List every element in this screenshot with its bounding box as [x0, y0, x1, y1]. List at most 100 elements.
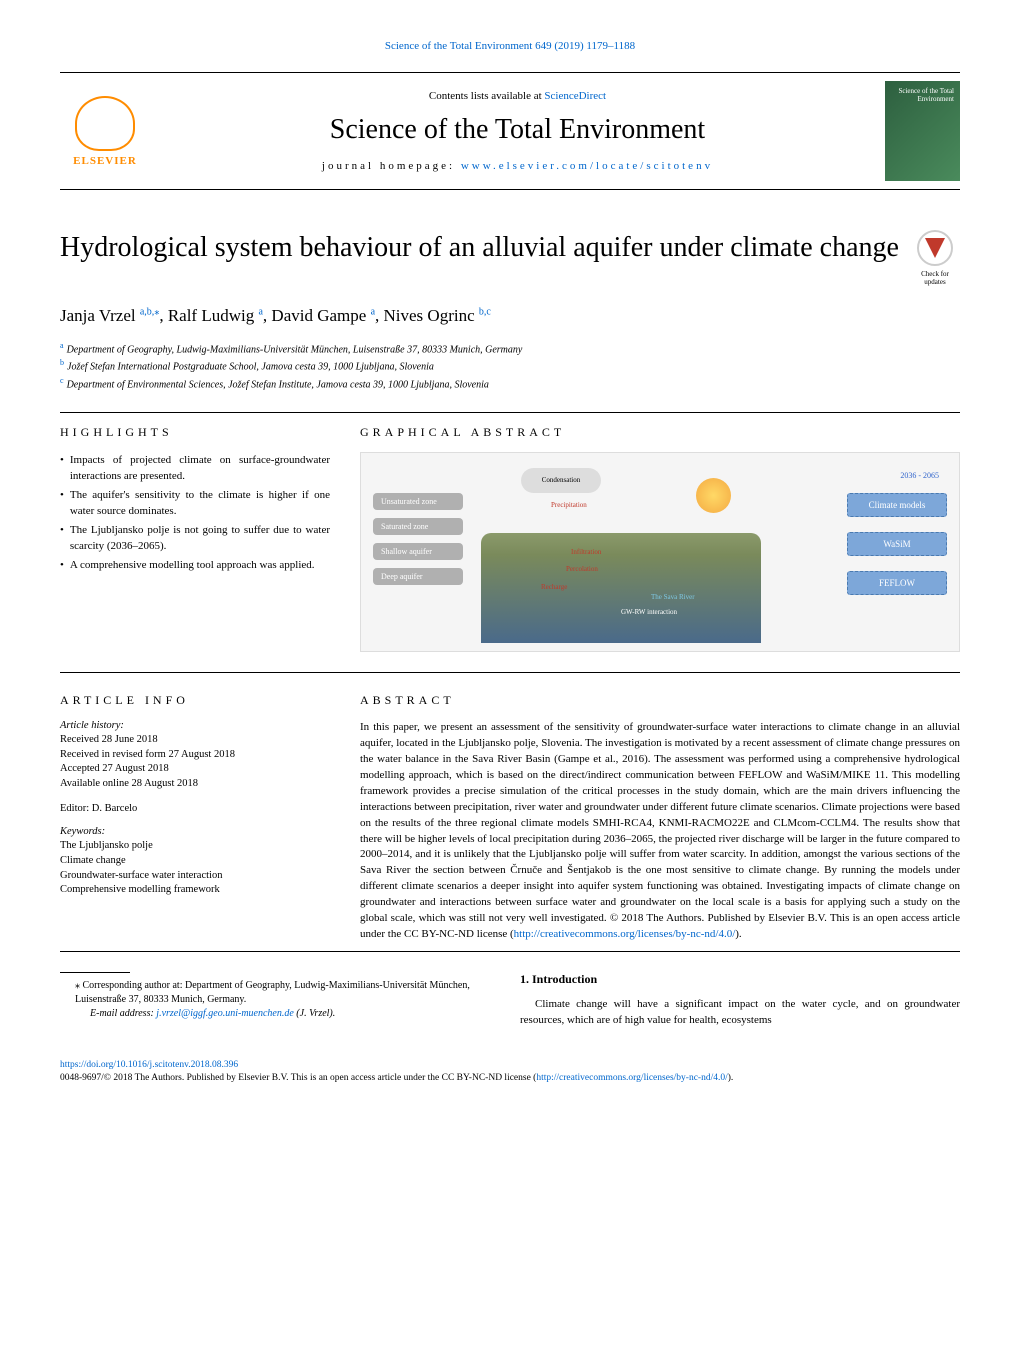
ga-arc-label: 2036 - 2065 — [900, 471, 939, 480]
keywords-text: The Ljubljansko polje Climate change Gro… — [60, 839, 330, 898]
copyright-end: ). — [728, 1073, 734, 1083]
cover-text: Science of the Total Environment — [891, 87, 954, 103]
journal-cover-thumbnail: Science of the Total Environment — [885, 81, 960, 181]
author-4-sup: b,c — [479, 306, 491, 317]
email-link[interactable]: j.vrzel@iggf.geo.uni-muenchen.de — [156, 1008, 294, 1019]
editor-text: Editor: D. Barcelo — [60, 802, 330, 817]
journal-homepage: journal homepage: www.elsevier.com/locat… — [150, 160, 885, 172]
ga-label-infil: Infiltration — [571, 548, 601, 556]
journal-name: Science of the Total Environment — [150, 114, 885, 146]
ga-box-feflow: FEFLOW — [847, 571, 947, 595]
homepage-label: journal homepage: — [322, 160, 461, 172]
email-line: E-mail address: j.vrzel@iggf.geo.uni-mue… — [90, 1007, 490, 1021]
ga-box-deep: Deep aquifer — [373, 568, 463, 585]
check-updates-icon — [917, 230, 953, 266]
abstract-heading: ABSTRACT — [360, 693, 960, 708]
elsevier-text: ELSEVIER — [73, 155, 137, 167]
abstract-body-end: ). — [735, 928, 741, 940]
author-1: Janja Vrzel — [60, 306, 140, 325]
authors-line: Janja Vrzel a,b,⁎, Ralf Ludwig a, David … — [60, 306, 960, 326]
ga-box-unsaturated: Unsaturated zone — [373, 493, 463, 510]
abstract-text: In this paper, we present an assessment … — [360, 720, 960, 943]
ga-box-shallow: Shallow aquifer — [373, 543, 463, 560]
highlights-ga-row: HIGHLIGHTS Impacts of projected climate … — [60, 425, 960, 652]
article-info-col: ARTICLE INFO Article history: Received 2… — [60, 693, 330, 943]
keyword: Climate change — [60, 854, 330, 869]
journal-center: Contents lists available at ScienceDirec… — [150, 90, 885, 172]
license-link[interactable]: http://creativecommons.org/licenses/by-n… — [514, 928, 736, 940]
article-info-row: ARTICLE INFO Article history: Received 2… — [60, 693, 960, 943]
keyword: Comprehensive modelling framework — [60, 883, 330, 898]
ga-sun-icon — [696, 478, 731, 513]
affiliation-c: cDepartment of Environmental Sciences, J… — [60, 375, 960, 392]
ga-label-gwrw: GW-RW interaction — [621, 608, 677, 616]
page-footer: https://doi.org/10.1016/j.scitotenv.2018… — [60, 1059, 960, 1086]
highlight-item: A comprehensive modelling tool approach … — [60, 557, 330, 574]
page-citation: Science of the Total Environment 649 (20… — [60, 40, 960, 52]
online-date: Available online 28 August 2018 — [60, 777, 330, 792]
ga-center-diagram: Condensation Precipitation Infiltration … — [481, 463, 761, 643]
ga-box-climate: Climate models — [847, 493, 947, 517]
homepage-link[interactable]: www.elsevier.com/locate/scitotenv — [461, 160, 713, 172]
ga-heading: GRAPHICAL ABSTRACT — [360, 425, 960, 440]
article-title: Hydrological system behaviour of an allu… — [60, 230, 910, 266]
keywords-label: Keywords: — [60, 826, 330, 837]
highlights-list: Impacts of projected climate on surface-… — [60, 452, 330, 574]
intro-text: Climate change will have a significant i… — [520, 997, 960, 1029]
highlight-item: The aquifer's sensitivity to the climate… — [60, 487, 330, 520]
contents-label: Contents lists available at — [429, 90, 544, 102]
article-info-heading: ARTICLE INFO — [60, 693, 330, 708]
intro-heading: 1. Introduction — [520, 972, 960, 987]
affiliations: aDepartment of Geography, Ludwig-Maximil… — [60, 340, 960, 392]
affiliation-a: aDepartment of Geography, Ludwig-Maximil… — [60, 340, 960, 357]
graphical-abstract-image: Unsaturated zone Saturated zone Shallow … — [360, 452, 960, 652]
affiliation-b: bJožef Stefan International Postgraduate… — [60, 357, 960, 374]
check-updates-label: Check for updates — [921, 270, 949, 286]
author-3: , David Gampe — [263, 306, 371, 325]
ga-col: GRAPHICAL ABSTRACT Unsaturated zone Satu… — [360, 425, 960, 652]
abstract-body: In this paper, we present an assessment … — [360, 721, 960, 940]
ga-label-sava: The Sava River — [651, 593, 695, 601]
ga-right-boxes: Climate models WaSiM FEFLOW — [847, 493, 947, 610]
introduction-col: 1. Introduction Climate change will have… — [520, 972, 960, 1029]
keyword: Groundwater-surface water interaction — [60, 869, 330, 884]
ga-left-boxes: Unsaturated zone Saturated zone Shallow … — [373, 493, 463, 593]
ga-box-wasim: WaSiM — [847, 532, 947, 556]
journal-banner: ELSEVIER Contents lists available at Sci… — [60, 72, 960, 190]
article-title-row: Hydrological system behaviour of an allu… — [60, 230, 960, 290]
corresponding-author: ⁎ Corresponding author at: Department of… — [60, 972, 490, 1029]
highlight-item: Impacts of projected climate on surface-… — [60, 452, 330, 485]
author-4: , Nives Ogrinc — [375, 306, 479, 325]
email-suffix: (J. Vrzel). — [294, 1008, 335, 1019]
highlights-col: HIGHLIGHTS Impacts of projected climate … — [60, 425, 330, 652]
abstract-col: ABSTRACT In this paper, we present an as… — [360, 693, 960, 943]
sciencedirect-link[interactable]: ScienceDirect — [544, 90, 606, 102]
short-rule — [60, 972, 130, 973]
highlights-heading: HIGHLIGHTS — [60, 425, 330, 440]
author-2: , Ralf Ludwig — [159, 306, 258, 325]
contents-line: Contents lists available at ScienceDirec… — [150, 90, 885, 102]
elsevier-tree-icon — [75, 96, 135, 151]
author-1-sup: a,b, — [140, 306, 154, 317]
accepted-date: Accepted 27 August 2018 — [60, 762, 330, 777]
check-updates-badge[interactable]: Check for updates — [910, 230, 960, 290]
elsevier-logo: ELSEVIER — [60, 86, 150, 176]
received-date: Received 28 June 2018 — [60, 733, 330, 748]
email-label: E-mail address: — [90, 1008, 156, 1019]
footer-license-link[interactable]: http://creativecommons.org/licenses/by-n… — [536, 1073, 727, 1083]
history-label: Article history: — [60, 720, 330, 731]
intro-row: ⁎ Corresponding author at: Department of… — [60, 972, 960, 1029]
history-text: Received 28 June 2018 Received in revise… — [60, 733, 330, 792]
ga-label-precip: Precipitation — [551, 501, 587, 509]
divider — [60, 412, 960, 413]
ga-ground — [481, 533, 761, 643]
ga-box-saturated: Saturated zone — [373, 518, 463, 535]
keyword: The Ljubljansko polje — [60, 839, 330, 854]
doi-link[interactable]: https://doi.org/10.1016/j.scitotenv.2018… — [60, 1060, 238, 1070]
divider — [60, 951, 960, 952]
highlight-item: The Ljubljansko polje is not going to su… — [60, 522, 330, 555]
revised-date: Received in revised form 27 August 2018 — [60, 748, 330, 763]
ga-label-recharge: Recharge — [541, 583, 567, 591]
ga-cloud: Condensation — [521, 468, 601, 493]
corresponding-line: ⁎ Corresponding author at: Department of… — [75, 979, 490, 1007]
